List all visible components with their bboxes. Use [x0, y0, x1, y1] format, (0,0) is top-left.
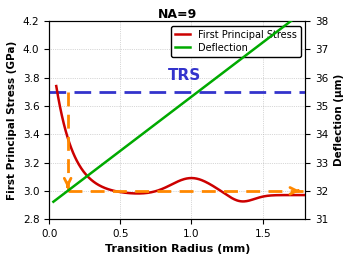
Legend: First Principal Stress, Deflection: First Principal Stress, Deflection	[172, 26, 300, 57]
Title: NA=9: NA=9	[158, 8, 197, 21]
Text: TRS: TRS	[168, 68, 201, 83]
Y-axis label: Deflection (μm): Deflection (μm)	[334, 74, 344, 166]
X-axis label: Transition Radius (mm): Transition Radius (mm)	[105, 244, 250, 254]
Y-axis label: First Principal Stress (GPa): First Principal Stress (GPa)	[7, 40, 17, 200]
